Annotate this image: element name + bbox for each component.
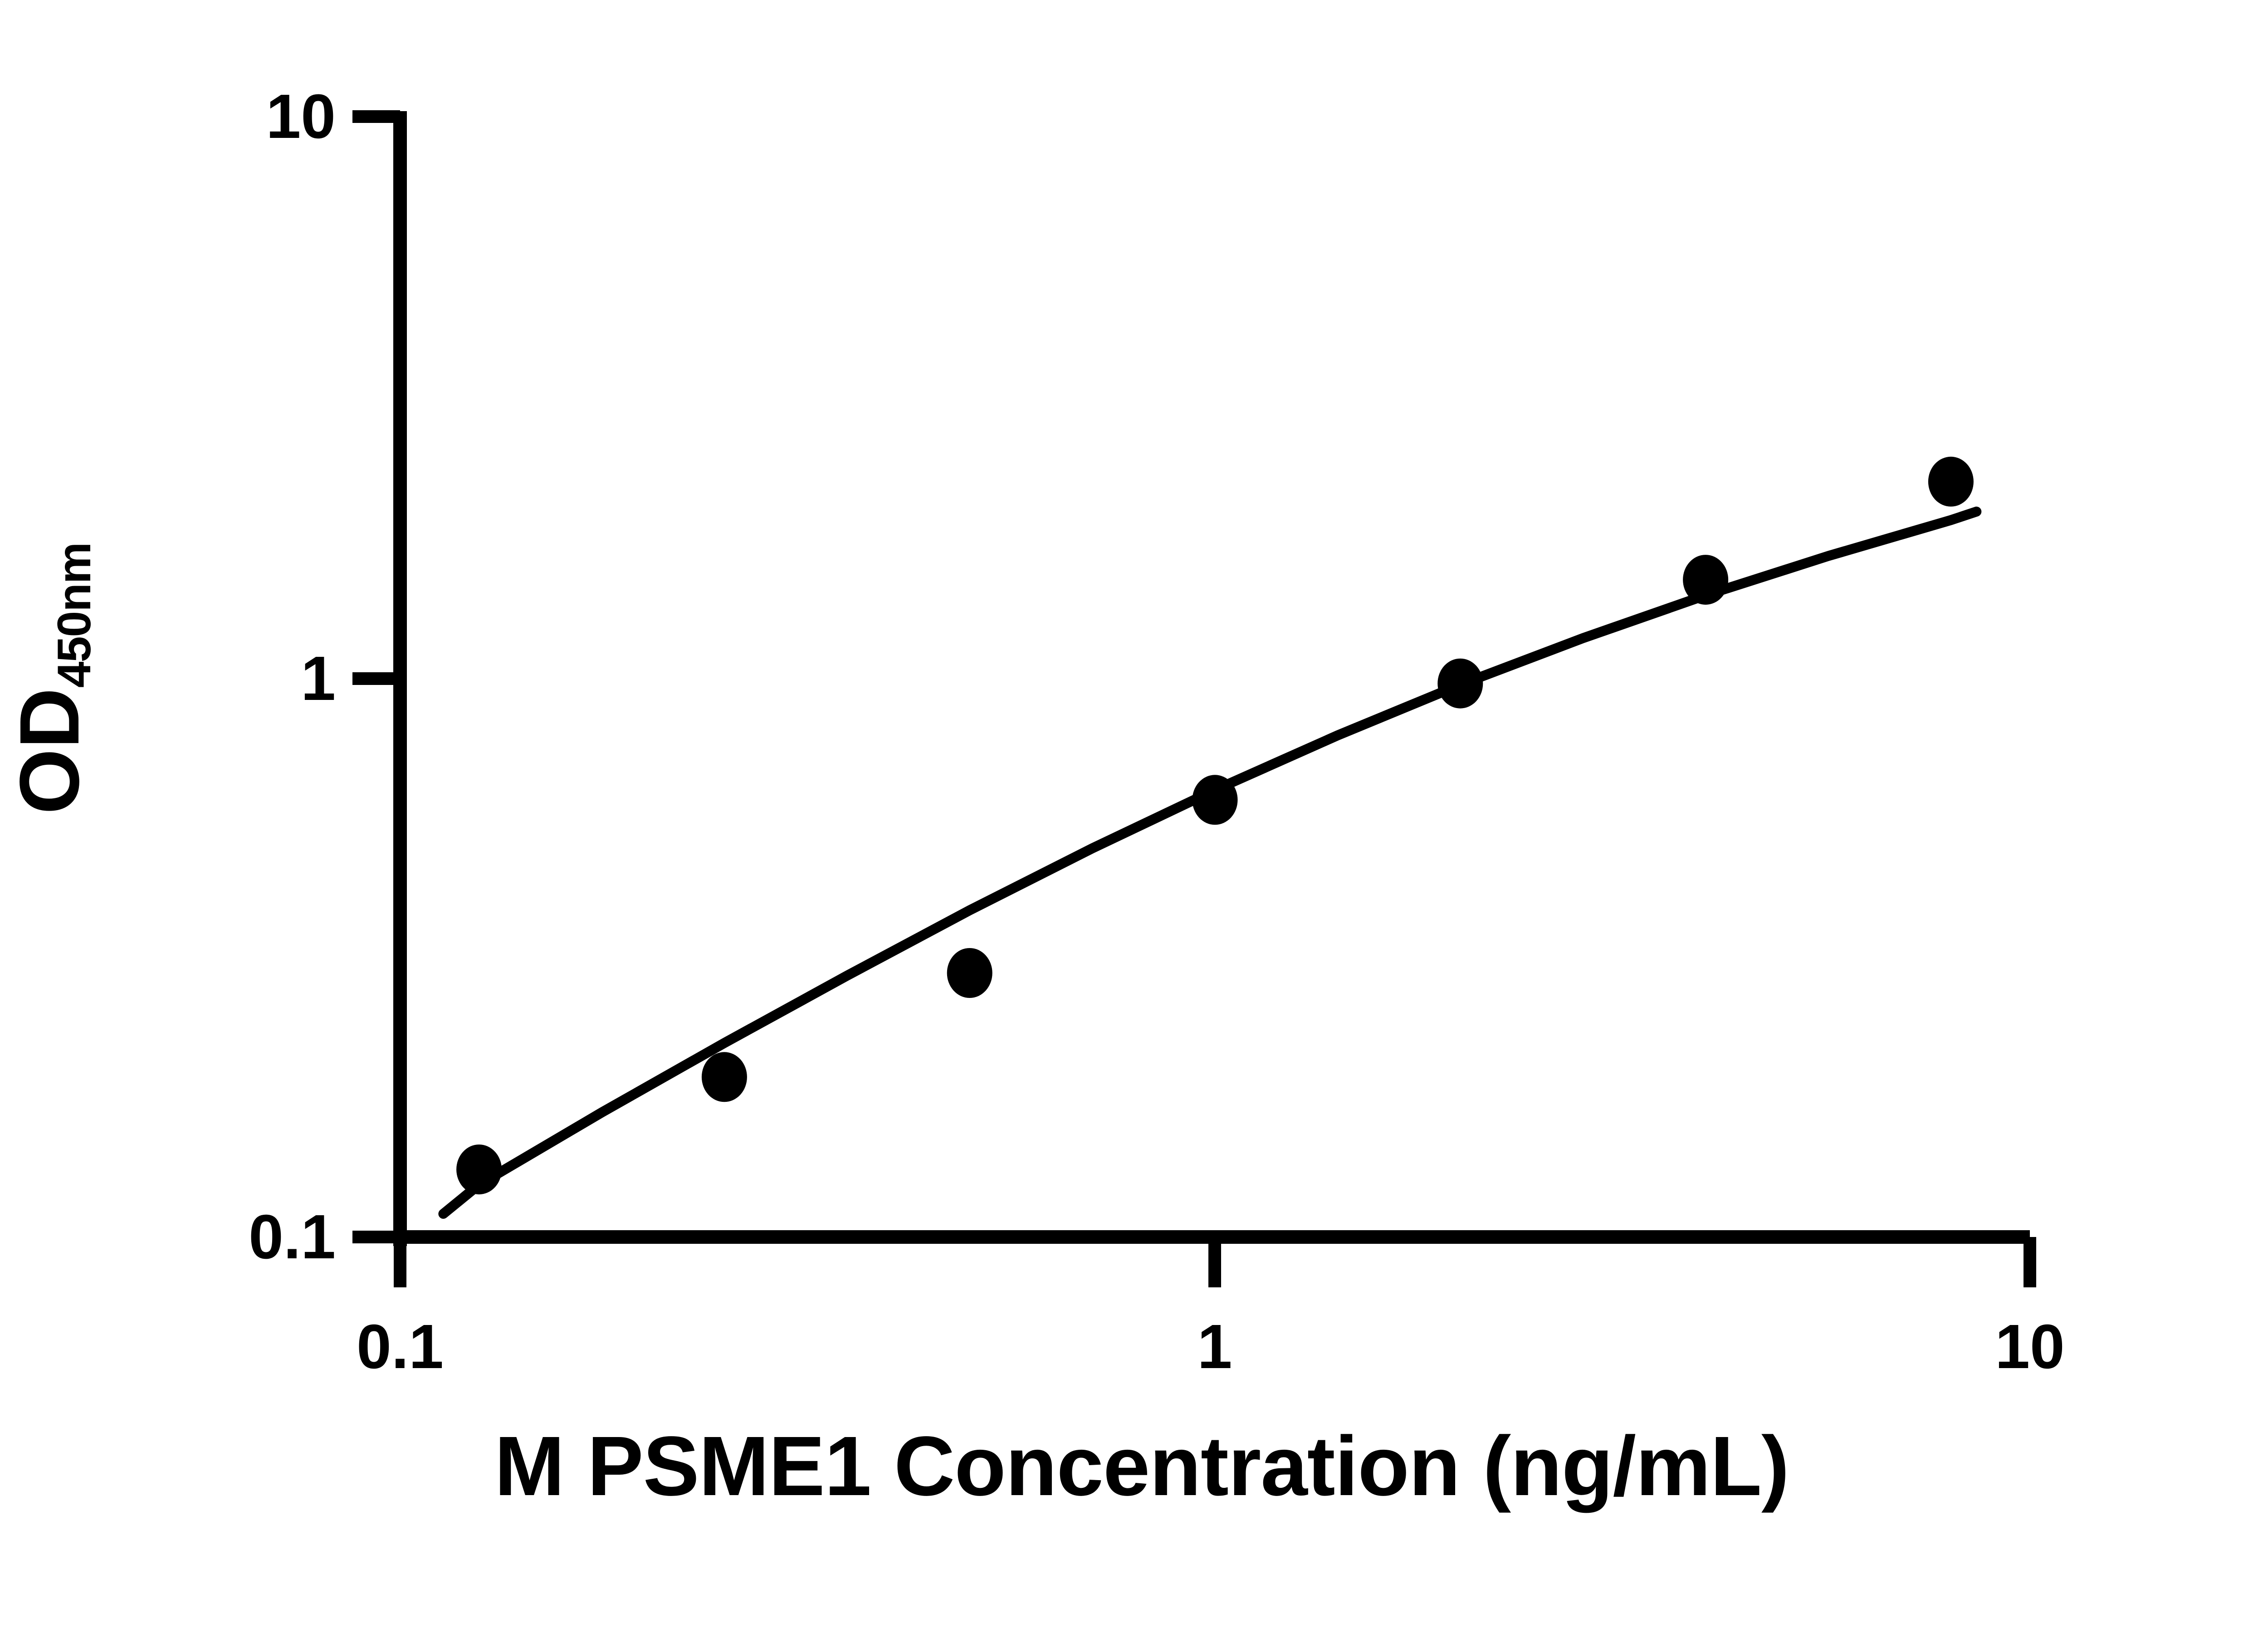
x-axis-title: M PSME1 Concentration (ng/mL) xyxy=(494,1419,1789,1513)
data-point xyxy=(456,1144,502,1195)
y-axis-title: OD450nm xyxy=(3,543,101,815)
data-point xyxy=(701,1052,747,1102)
data-point xyxy=(1437,658,1483,709)
y-tick-label-0.1: 0.1 xyxy=(249,1202,336,1272)
fit-curve xyxy=(438,506,1982,1219)
data-point xyxy=(1928,456,1974,507)
y-tick-label-1: 1 xyxy=(301,644,336,714)
y-tick-label-10: 10 xyxy=(266,82,336,152)
data-point-group xyxy=(456,456,1974,1195)
y-axis-title-base: OD xyxy=(3,688,97,815)
x-tick-label-1: 1 xyxy=(1197,1312,1232,1382)
data-point xyxy=(1192,775,1238,825)
data-point xyxy=(1683,555,1729,605)
y-axis-title-subscript: 450nm xyxy=(48,543,101,688)
x-tick-label-0.1: 0.1 xyxy=(357,1312,444,1382)
x-axis-ticks xyxy=(394,1237,2036,1287)
y-axis-ticks xyxy=(352,110,400,1243)
data-point xyxy=(947,948,992,998)
axis-spines xyxy=(393,111,2030,1246)
x-tick-label-10: 10 xyxy=(1995,1312,2065,1382)
